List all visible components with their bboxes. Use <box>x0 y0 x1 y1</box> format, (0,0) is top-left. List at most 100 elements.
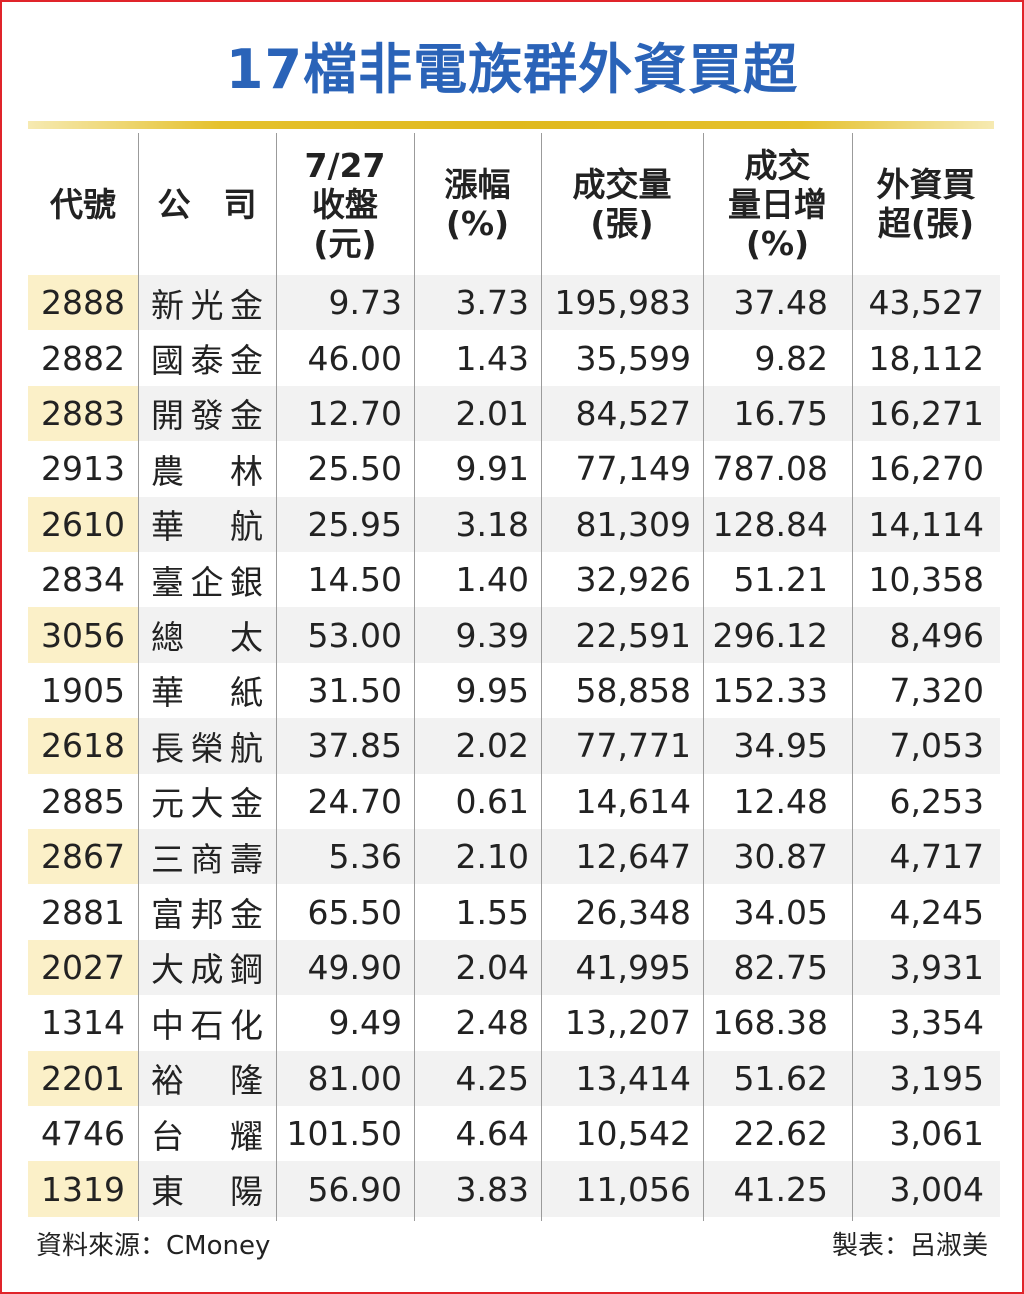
cell-foreign-net-buy: 43,527 <box>868 283 984 323</box>
cell-change-pct: 0.61 <box>455 781 529 821</box>
cell-volume-increase: 16.75 <box>733 393 828 433</box>
cell-volume: 84,527 <box>575 393 691 433</box>
table-row: 3056 總太 53.00 9.39 22,591 296.12 8,496 <box>28 607 1000 663</box>
cell-company-name: 台耀 <box>151 1116 263 1156</box>
cell-volume-increase: 30.87 <box>733 837 828 877</box>
cell-change-pct: 2.02 <box>455 726 529 766</box>
cell-volume-increase: 34.05 <box>733 892 828 932</box>
cell-close-price: 5.36 <box>328 837 402 877</box>
cell-company-name: 裕隆 <box>151 1061 263 1101</box>
cell-company-name: 東陽 <box>151 1172 263 1212</box>
cell-change-pct: 9.95 <box>455 670 529 710</box>
cell-volume-increase: 37.48 <box>733 283 828 323</box>
cell-close-price: 25.50 <box>307 449 402 489</box>
cell-volume: 77,771 <box>575 726 691 766</box>
table-row: 1319 東陽 56.90 3.83 11,056 41.25 3,004 <box>28 1161 1000 1217</box>
cell-stock-code: 2885 <box>41 781 125 821</box>
cell-company-name: 農林 <box>151 451 263 491</box>
cell-company-name: 開發金 <box>151 396 263 436</box>
cell-change-pct: 3.73 <box>455 283 529 323</box>
column-divider <box>852 133 853 1221</box>
cell-volume-increase: 9.82 <box>754 338 828 378</box>
cell-volume-increase: 787.08 <box>712 449 828 489</box>
cell-company-name: 臺企銀 <box>151 562 263 602</box>
cell-close-price: 9.49 <box>328 1003 402 1043</box>
cell-close-price: 37.85 <box>307 726 402 766</box>
table-row: 2027 大成鋼 49.90 2.04 41,995 82.75 3,931 <box>28 939 1000 996</box>
table-row: 1905 華紙 31.50 9.95 58,858 152.33 7,320 <box>28 663 1000 718</box>
cell-change-pct: 1.40 <box>455 560 529 600</box>
cell-volume-increase: 51.62 <box>733 1058 828 1098</box>
cell-close-price: 56.90 <box>307 1169 402 1209</box>
cell-volume-increase: 41.25 <box>733 1169 828 1209</box>
column-divider <box>276 133 277 1221</box>
cell-stock-code: 2881 <box>41 892 125 932</box>
cell-foreign-net-buy: 3,354 <box>889 1003 984 1043</box>
cell-change-pct: 2.01 <box>455 393 529 433</box>
cell-foreign-net-buy: 6,253 <box>889 781 984 821</box>
cell-stock-code: 2201 <box>28 1050 138 1106</box>
cell-foreign-net-buy: 4,717 <box>889 837 984 877</box>
cell-volume: 81,309 <box>575 504 691 544</box>
cell-foreign-net-buy: 3,931 <box>889 947 984 987</box>
table-row: 4746 台耀 101.50 4.64 10,542 22.62 3,061 <box>28 1106 1000 1161</box>
cell-volume-increase: 22.62 <box>733 1114 828 1154</box>
cell-close-price: 9.73 <box>328 283 402 323</box>
cell-volume: 32,926 <box>575 560 691 600</box>
cell-stock-code: 3056 <box>28 607 138 663</box>
column-divider <box>414 133 415 1221</box>
cell-change-pct: 9.39 <box>455 615 529 655</box>
cell-foreign-net-buy: 8,496 <box>889 615 984 655</box>
header-company: 公 司 <box>157 184 257 224</box>
cell-close-price: 65.50 <box>307 892 402 932</box>
cell-foreign-net-buy: 3,004 <box>889 1169 984 1209</box>
cell-change-pct: 9.91 <box>455 449 529 489</box>
cell-volume-increase: 51.21 <box>733 560 828 600</box>
cell-volume-increase: 34.95 <box>733 726 828 766</box>
cell-volume-increase: 128.84 <box>712 504 828 544</box>
cell-change-pct: 2.04 <box>455 947 529 987</box>
cell-foreign-net-buy: 16,270 <box>868 449 984 489</box>
cell-close-price: 46.00 <box>307 338 402 378</box>
cell-volume-increase: 152.33 <box>712 670 828 710</box>
cell-stock-code: 2888 <box>28 275 138 331</box>
cell-volume-increase: 168.38 <box>712 1003 828 1043</box>
title-underline <box>28 121 994 129</box>
data-table: 代號 公 司 7/27 收盤 (元) 漲幅 (%) 成交量 (張) 成交 量日增 (%) 外… <box>28 133 1000 1221</box>
table-row: 2201 裕隆 81.00 4.25 13,414 51.62 3,195 <box>28 1050 1000 1106</box>
cell-volume: 77,149 <box>575 449 691 489</box>
table-row: 2885 元大金 24.70 0.61 14,614 12.48 6,253 <box>28 774 1000 829</box>
cell-volume: 195,983 <box>554 283 691 323</box>
cell-change-pct: 1.43 <box>455 338 529 378</box>
cell-company-name: 總太 <box>151 618 263 658</box>
cell-stock-code: 2027 <box>28 939 138 996</box>
cell-stock-code: 2618 <box>28 718 138 774</box>
cell-volume: 10,542 <box>575 1114 691 1154</box>
column-divider <box>703 133 704 1221</box>
table-row: 2867 三商壽 5.36 2.10 12,647 30.87 4,717 <box>28 829 1000 885</box>
cell-volume-increase: 296.12 <box>712 615 828 655</box>
cell-foreign-net-buy: 4,245 <box>889 892 984 932</box>
cell-stock-code: 1314 <box>41 1003 125 1043</box>
cell-close-price: 12.70 <box>307 393 402 433</box>
header-code: 代號 <box>50 184 116 224</box>
header-volume: 成交量 (張) <box>572 165 672 243</box>
cell-foreign-net-buy: 18,112 <box>868 338 984 378</box>
cell-stock-code: 2867 <box>28 829 138 885</box>
cell-stock-code: 2834 <box>41 560 125 600</box>
cell-foreign-net-buy: 3,061 <box>889 1114 984 1154</box>
cell-stock-code: 2883 <box>28 385 138 442</box>
cell-stock-code: 2913 <box>41 449 125 489</box>
cell-stock-code: 4746 <box>41 1114 125 1154</box>
cell-foreign-net-buy: 16,271 <box>868 393 984 433</box>
cell-foreign-net-buy: 7,053 <box>889 726 984 766</box>
cell-company-name: 大成鋼 <box>151 950 263 990</box>
cell-company-name: 富邦金 <box>151 895 263 935</box>
header-foreign-net-buy: 外資買 超(張) <box>876 165 976 243</box>
cell-company-name: 元大金 <box>151 784 263 824</box>
cell-stock-code: 1905 <box>41 670 125 710</box>
cell-volume: 35,599 <box>575 338 691 378</box>
column-divider <box>138 133 139 1221</box>
cell-company-name: 華航 <box>151 507 263 547</box>
cell-company-name: 新光金 <box>151 285 263 325</box>
